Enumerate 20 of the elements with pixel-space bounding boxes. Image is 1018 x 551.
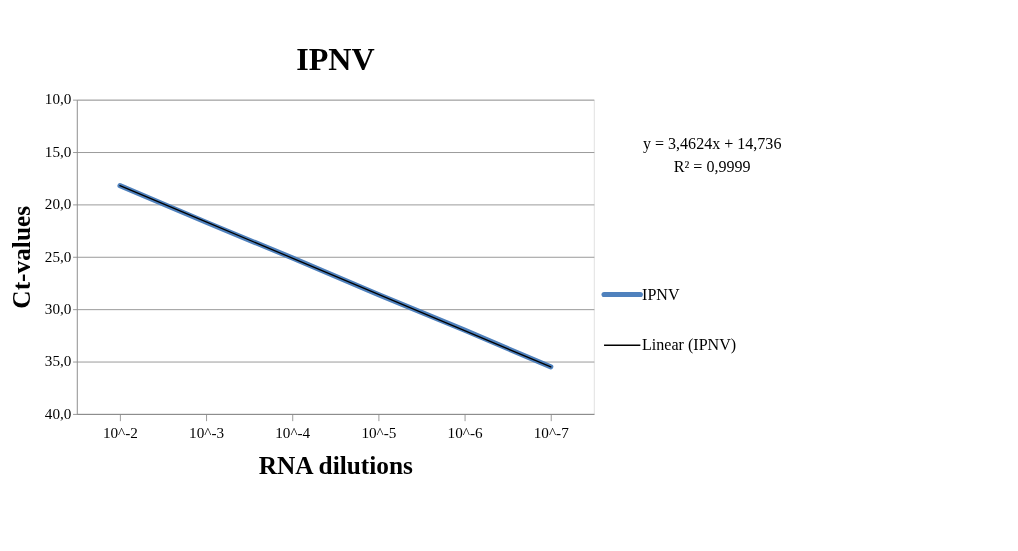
x-tick-label: 10^-5 [361,424,397,442]
x-tick-label: 10^-7 [533,424,570,442]
y-tick-label: 25,0 [44,247,72,265]
y-axis-title: Ct-values [6,205,35,309]
text: y = 3,4624x + 14,736 [642,134,782,153]
text: R² = 0,9999 [673,158,751,176]
y-tick-label: 20,0 [44,195,72,213]
x-axis-title: RNA dilutions [258,450,414,479]
y-tick-label: 35,0 [44,352,72,370]
chart-title: IPNV [296,41,375,78]
x-tick-label: 10^-4 [275,424,311,442]
legend-label: Linear (IPNV) [642,336,737,355]
x-tick-label: 10^-2 [102,424,138,442]
y-tick-label: 15,0 [44,142,72,160]
x-tick-label: 10^-6 [447,424,483,442]
y-tick-label: 40,0 [44,404,72,422]
legend-label: IPNV [642,285,680,303]
y-tick-label: 10,0 [44,90,72,108]
y-tick-label: 30,0 [44,299,72,317]
x-tick-label: 10^-3 [189,424,225,442]
